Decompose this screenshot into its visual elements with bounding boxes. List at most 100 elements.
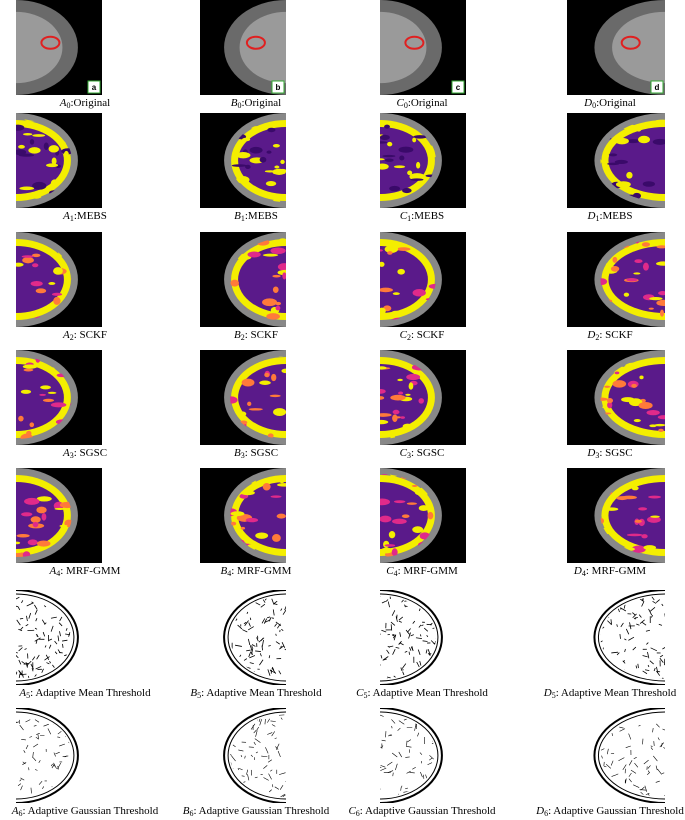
edge (65, 628, 68, 631)
edge (271, 731, 275, 737)
tissue (380, 119, 436, 202)
caption-text: : SGSC (411, 447, 445, 459)
blob (48, 145, 60, 153)
edge (616, 652, 620, 656)
blob (262, 483, 271, 491)
caption: A4: MRF-GMM (0, 565, 170, 580)
edge (600, 748, 605, 751)
blob (398, 391, 404, 395)
edge (274, 786, 280, 790)
edge (261, 639, 264, 647)
blob (248, 408, 263, 411)
edge (274, 623, 278, 627)
edge (256, 637, 259, 642)
blob (380, 307, 386, 315)
blob (409, 173, 425, 181)
blob (606, 398, 613, 404)
background (16, 590, 102, 685)
edge (59, 631, 61, 637)
lesion-marker (620, 35, 641, 50)
blob (32, 134, 46, 137)
edge (417, 732, 420, 737)
edge (616, 624, 618, 627)
blob (273, 408, 286, 417)
lesion-marker (40, 35, 61, 50)
edge (607, 620, 612, 626)
figure-image (567, 708, 665, 803)
edge (55, 751, 60, 755)
caption: B5: Adaptive Mean Threshold (171, 687, 341, 702)
edge (237, 624, 243, 630)
texture (600, 596, 665, 679)
edge (281, 628, 284, 631)
caption: D1:MEBS (525, 210, 685, 225)
edge (32, 656, 36, 661)
blob (412, 137, 417, 143)
edge (248, 622, 251, 627)
blob (275, 301, 282, 306)
caption: D6: Adaptive Gaussian Threshold (525, 805, 685, 820)
edge (632, 613, 637, 619)
blob (63, 150, 69, 159)
edge (46, 662, 50, 665)
caption-index: 4 (581, 569, 586, 578)
background (380, 708, 466, 803)
edge (256, 726, 260, 731)
edge (267, 718, 270, 723)
edge (391, 634, 395, 636)
edge (642, 655, 648, 658)
blob (231, 164, 247, 167)
edge (41, 668, 44, 673)
caption: D4: MRF-GMM (525, 565, 685, 580)
blob (384, 158, 394, 162)
edge (622, 660, 626, 663)
blob (634, 259, 643, 264)
caption-index: 5 (551, 691, 556, 700)
background (380, 590, 466, 685)
edge (657, 737, 660, 741)
blob (399, 155, 405, 161)
blob (277, 483, 286, 487)
blob (245, 164, 251, 170)
blob (277, 238, 286, 246)
panel-tag: c (456, 83, 461, 92)
edge (390, 621, 396, 626)
blob (277, 263, 286, 271)
blob (16, 550, 23, 554)
edge (657, 670, 661, 673)
edge (26, 664, 29, 667)
caption-letter: A (49, 565, 57, 577)
caption-text: : Adaptive Mean Threshold (201, 687, 322, 699)
edge (278, 772, 286, 775)
tag-box (87, 80, 101, 94)
outline-inner (597, 593, 665, 682)
edge (391, 610, 396, 616)
edge (380, 766, 382, 769)
edge (268, 617, 272, 622)
edge (272, 609, 275, 616)
caption-text: : Adaptive Gaussian Threshold (359, 805, 496, 817)
edge (18, 659, 22, 665)
edge (428, 757, 433, 761)
blob (272, 286, 279, 293)
blob (35, 288, 47, 294)
blob (266, 313, 280, 320)
outline-inner (16, 593, 75, 682)
edge (420, 771, 423, 778)
edge (255, 751, 258, 754)
blob (50, 179, 59, 187)
edge (647, 772, 650, 776)
edge (267, 732, 273, 735)
caption-text: : SGSC (73, 447, 108, 459)
edge (649, 660, 654, 665)
edge (231, 755, 236, 762)
edge (38, 760, 41, 763)
edge (254, 776, 258, 779)
edge (253, 741, 256, 745)
edge (31, 667, 34, 672)
caption-index: 6 (189, 809, 194, 818)
edge (57, 736, 61, 738)
blob (405, 393, 411, 396)
edge (430, 640, 436, 646)
blob (402, 423, 413, 430)
